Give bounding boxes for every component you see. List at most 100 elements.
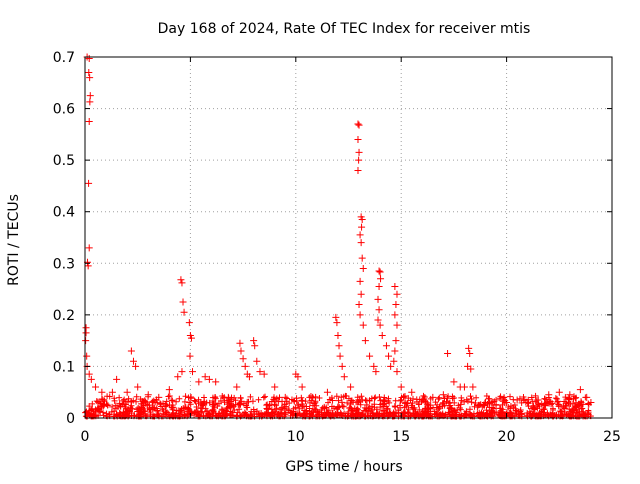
noise-point — [434, 401, 441, 408]
noise-point — [310, 409, 317, 416]
noise-point — [384, 405, 391, 412]
data-point — [256, 368, 264, 376]
data-point — [195, 378, 203, 386]
noise-point — [373, 406, 380, 413]
data-point — [356, 231, 364, 239]
noise-point — [364, 412, 371, 419]
data-point — [545, 391, 553, 399]
noise-point — [97, 408, 104, 415]
data-point — [385, 352, 393, 360]
noise-point — [193, 403, 200, 410]
data-point — [132, 362, 140, 370]
data-point — [134, 383, 142, 391]
data-point — [212, 378, 220, 386]
data-point — [513, 396, 521, 404]
noise-point — [89, 400, 96, 407]
data-point — [393, 290, 401, 298]
data-point — [82, 329, 90, 337]
noise-point — [455, 402, 462, 409]
noise-point — [570, 393, 577, 400]
data-point — [85, 244, 93, 252]
noise-point — [101, 398, 108, 405]
noise-point — [234, 409, 241, 416]
y-axis-tick-labels: 0 0.1 0.2 0.3 0.4 0.5 0.6 0.7 — [53, 50, 75, 427]
noise-point — [463, 396, 470, 403]
x-tick-label: 5 — [186, 429, 195, 445]
noise-point — [506, 412, 513, 419]
data-point — [393, 368, 401, 376]
noise-point — [176, 395, 183, 402]
noise-point — [398, 394, 405, 401]
noise-point — [498, 412, 505, 419]
noise-point — [385, 397, 392, 404]
noise-point — [422, 405, 429, 412]
data-point — [334, 331, 342, 339]
noise-point — [278, 410, 285, 417]
data-point — [83, 352, 91, 360]
noise-point — [512, 405, 519, 412]
data-point — [177, 276, 185, 284]
noise-point — [555, 401, 562, 408]
noise-point — [250, 406, 257, 413]
data-point — [418, 396, 426, 404]
data-point — [155, 393, 163, 401]
data-point — [439, 391, 447, 399]
noise-point — [312, 399, 319, 406]
noise-point — [165, 411, 172, 418]
noise-point — [566, 400, 573, 407]
noise-point — [335, 397, 342, 404]
data-point — [340, 373, 348, 381]
noise-point — [578, 412, 585, 419]
data-point — [294, 373, 302, 381]
noise-point — [580, 401, 586, 408]
data-point — [355, 156, 363, 164]
data-point — [359, 321, 367, 329]
noise-point — [133, 393, 140, 400]
noise-point — [362, 397, 369, 404]
noise-point — [243, 404, 250, 411]
data-point — [129, 357, 137, 365]
noise-point — [358, 393, 365, 400]
noise-point — [137, 396, 144, 403]
noise-point — [101, 396, 108, 403]
noise-point — [185, 394, 192, 401]
noise-point — [166, 401, 173, 408]
noise-point — [122, 403, 129, 410]
noise-point — [185, 405, 192, 412]
y-tick-label: 0 — [66, 411, 75, 427]
x-tick-label: 10 — [287, 429, 305, 445]
noise-point — [441, 395, 448, 402]
data-point — [271, 383, 279, 391]
noise-point — [204, 407, 211, 414]
noise-point — [181, 398, 188, 405]
noise-point — [125, 395, 132, 402]
noise-point — [210, 410, 217, 417]
data-point — [85, 55, 93, 63]
noise-point — [112, 402, 119, 409]
noise-point — [224, 404, 231, 411]
data-point — [355, 148, 363, 156]
noise-point — [290, 397, 297, 404]
noise-point — [106, 393, 113, 400]
data-point — [391, 347, 399, 355]
data-point — [393, 321, 401, 329]
noise-point — [244, 398, 251, 405]
noise-point — [486, 395, 493, 402]
noise-point — [507, 393, 514, 400]
noise-point — [312, 393, 319, 400]
noise-point — [486, 404, 493, 411]
noise-point — [298, 394, 305, 401]
noise-point — [472, 400, 479, 407]
data-point — [375, 282, 383, 290]
noise-point — [427, 408, 434, 415]
noise-point — [116, 394, 123, 401]
noise-point — [345, 409, 352, 416]
noise-point — [256, 412, 263, 419]
noise-point — [267, 412, 274, 419]
noise-point — [511, 402, 518, 409]
noise-point — [527, 410, 534, 417]
noise-point — [285, 406, 292, 413]
data-point — [356, 277, 364, 285]
noise-point — [152, 399, 159, 406]
